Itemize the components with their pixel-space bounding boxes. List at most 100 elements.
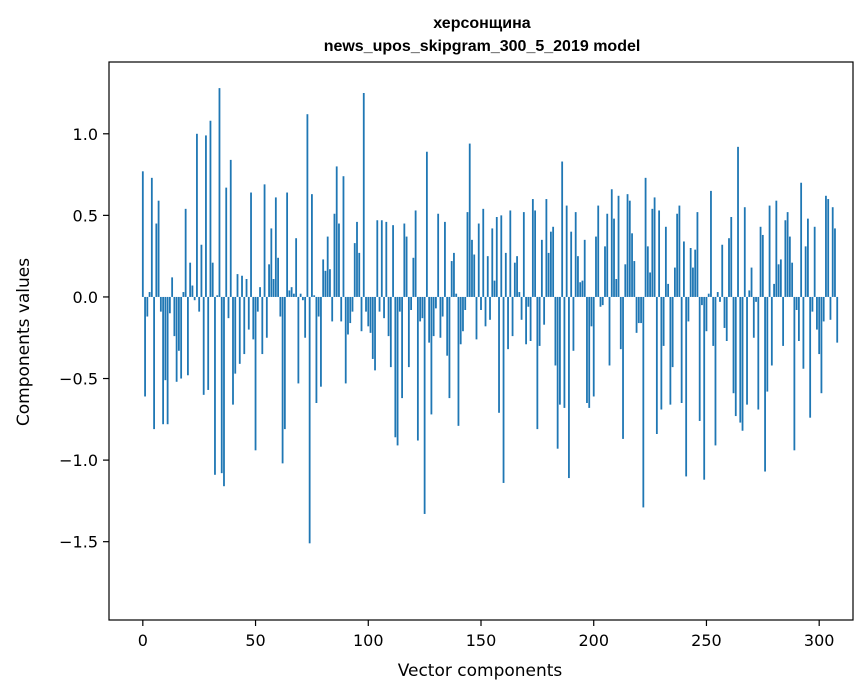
bar: [448, 296, 451, 399]
bar: [698, 296, 701, 421]
bar: [441, 296, 444, 317]
bar: [664, 226, 667, 297]
chart-subtitle: news_upos_skipgram_300_5_2019 model: [324, 38, 641, 55]
bar: [428, 296, 431, 343]
bar: [642, 296, 645, 508]
bar: [450, 261, 453, 297]
bar: [335, 166, 338, 297]
bar: [716, 292, 719, 297]
bar: [498, 296, 500, 413]
bar: [807, 218, 809, 297]
bar: [403, 223, 406, 297]
bar: [263, 184, 266, 297]
bar: [683, 241, 685, 297]
bar: [732, 296, 735, 394]
bar: [511, 296, 514, 337]
bar: [775, 200, 778, 297]
bar: [407, 296, 410, 368]
bar: [317, 296, 320, 317]
y-axis-label: Components values: [14, 258, 34, 426]
bar: [444, 221, 446, 297]
bar: [730, 217, 733, 297]
bar: [696, 212, 699, 297]
bar: [743, 207, 746, 297]
bars-group: [141, 88, 839, 544]
bar: [518, 292, 521, 297]
x-tick-label: 0: [138, 631, 148, 650]
bar: [822, 296, 825, 322]
bar: [146, 296, 149, 317]
bar: [229, 159, 232, 297]
bar: [238, 296, 241, 364]
bar: [416, 296, 419, 441]
x-tick-label: 200: [578, 631, 609, 650]
bar: [279, 296, 282, 317]
bar: [200, 244, 203, 297]
bar: [633, 261, 636, 297]
bar: [218, 88, 221, 297]
y-tick-label: 0.5: [73, 206, 98, 225]
bar: [471, 239, 473, 297]
bar: [385, 221, 388, 297]
bar: [525, 296, 527, 345]
bar: [552, 226, 555, 297]
bar: [527, 296, 530, 307]
bar: [232, 296, 234, 405]
bar: [680, 296, 683, 403]
bar: [371, 296, 374, 359]
bar: [534, 210, 537, 297]
bar: [779, 259, 782, 297]
bar: [581, 280, 584, 297]
bar: [495, 217, 498, 297]
bar: [723, 296, 726, 328]
bar: [820, 296, 823, 394]
bar: [502, 296, 505, 483]
bar: [220, 296, 223, 474]
bar: [376, 220, 379, 297]
bar: [572, 296, 575, 351]
bar: [405, 236, 408, 297]
bar: [168, 296, 171, 314]
bar: [365, 296, 367, 312]
plot-frame: [108, 61, 854, 621]
bar: [644, 177, 647, 297]
bar: [175, 296, 178, 382]
bar: [265, 296, 268, 338]
bar: [162, 296, 165, 425]
bar: [387, 296, 390, 337]
bar: [773, 283, 775, 297]
bar: [622, 296, 624, 439]
bar: [326, 236, 329, 297]
bar: [604, 246, 606, 297]
bar: [543, 296, 546, 325]
bar: [484, 296, 487, 327]
bar: [329, 269, 331, 297]
bar: [673, 267, 676, 297]
bar: [159, 296, 162, 312]
bar: [320, 296, 322, 387]
bar: [475, 296, 478, 340]
bar: [836, 296, 839, 343]
bar: [646, 246, 649, 297]
bar: [272, 279, 275, 297]
bar: [153, 296, 155, 430]
bar: [270, 228, 273, 297]
bar: [227, 296, 230, 319]
bar: [301, 296, 304, 301]
bar: [825, 195, 827, 297]
bar: [791, 262, 794, 297]
bar: [299, 293, 302, 297]
bar: [640, 296, 642, 324]
bar: [184, 208, 187, 297]
bar: [768, 205, 771, 297]
bar: [500, 215, 503, 297]
bar: [315, 296, 318, 403]
bar: [423, 296, 426, 514]
bar: [398, 296, 401, 312]
bar: [177, 296, 180, 351]
bar: [225, 187, 228, 297]
bar: [369, 296, 372, 333]
bar: [615, 279, 618, 297]
bar: [599, 296, 602, 307]
bar: [141, 171, 144, 297]
